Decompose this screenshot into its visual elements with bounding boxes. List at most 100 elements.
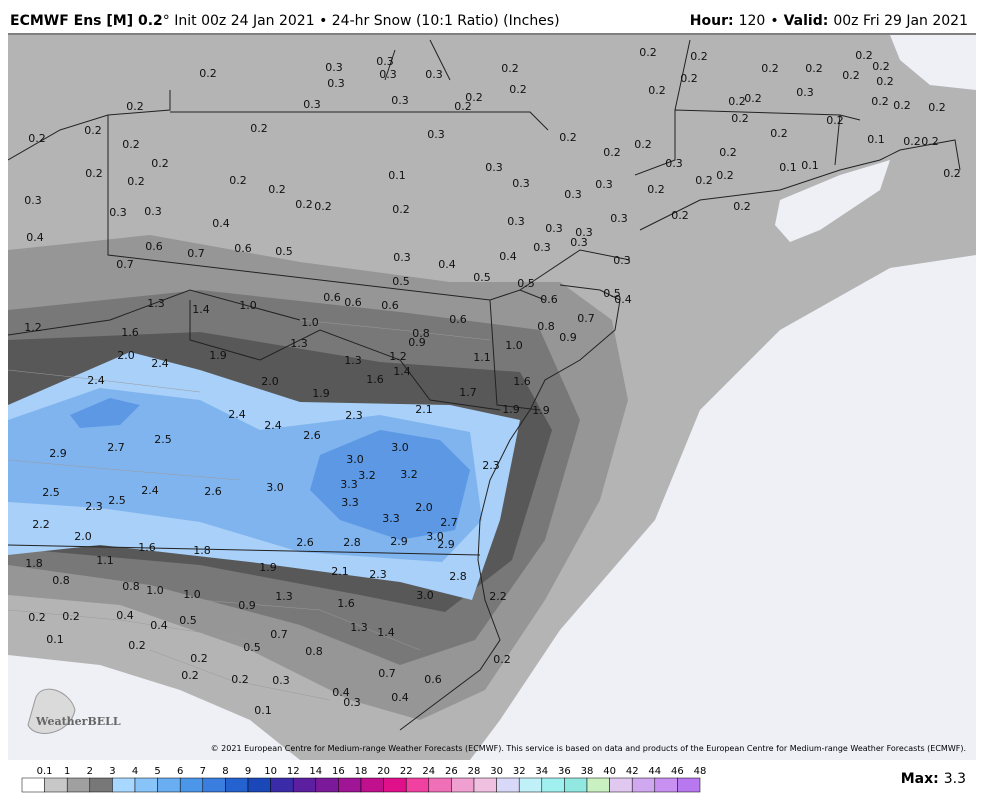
- colorbar-label: 44: [648, 766, 661, 777]
- value-label: 0.3: [379, 68, 397, 81]
- colorbar-swatch: [518, 777, 543, 793]
- hour: 120: [739, 13, 766, 29]
- colorbar-swatch: [428, 777, 452, 793]
- value-label: 3.2: [400, 468, 418, 481]
- value-label: 2.8: [449, 570, 467, 583]
- colorbar-swatch: [112, 777, 136, 793]
- value-label: 3.0: [346, 453, 364, 466]
- value-label: 0.2: [733, 200, 751, 213]
- value-label: 0.3: [303, 98, 321, 111]
- value-label: 0.2: [928, 101, 946, 114]
- value-label: 0.2: [126, 100, 144, 113]
- value-label: 0.2: [716, 169, 734, 182]
- value-label: 2.5: [108, 494, 126, 507]
- colorbar-swatch: [315, 777, 339, 793]
- colorbar-swatch: [44, 777, 68, 793]
- value-label: 1.9: [312, 387, 330, 400]
- value-label: 0.2: [151, 157, 169, 170]
- coastline: [384, 39, 961, 731]
- colorbar-swatch: [677, 777, 701, 793]
- value-label: 0.7: [270, 628, 288, 641]
- value-label: 0.2: [268, 183, 286, 196]
- value-label: 0.2: [744, 92, 762, 105]
- county-lines: [8, 319, 491, 701]
- value-label: 2.4: [228, 408, 246, 421]
- colorbar-label: 42: [626, 766, 639, 777]
- value-label: 2.3: [345, 409, 363, 422]
- value-label: 0.2: [128, 639, 146, 652]
- value-label: 0.3: [613, 254, 631, 267]
- value-label: 0.2: [761, 62, 779, 75]
- value-label: 0.1: [46, 633, 64, 646]
- value-label: 0.2: [84, 124, 102, 137]
- value-label: 2.4: [87, 374, 105, 387]
- colorbar-label: 48: [694, 766, 707, 777]
- value-label: 0.8: [52, 574, 70, 587]
- colorbar-label: 3: [109, 766, 115, 777]
- value-label: 2.5: [154, 433, 172, 446]
- value-label: 0.3: [570, 236, 588, 249]
- value-label: 0.8: [537, 320, 555, 333]
- max-label: Max:: [901, 771, 939, 787]
- value-label: 0.3: [391, 94, 409, 107]
- colorbar-label: 1: [64, 766, 70, 777]
- value-label: 1.0: [183, 588, 201, 601]
- value-label: 2.0: [261, 375, 279, 388]
- value-label: 0.2: [603, 146, 621, 159]
- value-label: 1.1: [96, 554, 114, 567]
- value-label: 0.3: [512, 177, 530, 190]
- no-snow-area: [775, 160, 890, 242]
- value-label: 0.6: [424, 673, 442, 686]
- value-label: 1.3: [147, 297, 165, 310]
- value-label: 0.2: [314, 200, 332, 213]
- state-borders: [8, 39, 861, 556]
- value-label: 2.9: [437, 538, 455, 551]
- value-label: 0.7: [577, 312, 595, 325]
- colorbar-label: 26: [445, 766, 458, 777]
- value-label: 0.4: [212, 217, 230, 230]
- value-label: 3.0: [266, 481, 284, 494]
- hour-label: Hour:: [690, 13, 734, 29]
- value-label: 0.5: [243, 641, 261, 654]
- value-label: 0.6: [344, 296, 362, 309]
- value-label: 0.9: [238, 599, 256, 612]
- value-label: 0.2: [62, 610, 80, 623]
- colorbar-label: 18: [355, 766, 368, 777]
- value-label: 2.0: [415, 501, 433, 514]
- value-label: 2.6: [204, 485, 222, 498]
- value-label: 0.2: [680, 72, 698, 85]
- colorbar-label: 24: [422, 766, 435, 777]
- value-label: 1.3: [275, 590, 293, 603]
- value-label: 1.9: [209, 349, 227, 362]
- colorbar-swatch: [21, 777, 45, 793]
- value-label: 0.3: [564, 188, 582, 201]
- value-label: 0.2: [28, 611, 46, 624]
- value-label: 1.4: [393, 365, 411, 378]
- value-label: 3.3: [341, 496, 359, 509]
- value-label: 1.8: [25, 557, 43, 570]
- value-label: 0.3: [24, 194, 42, 207]
- colorbar-label: 30: [490, 766, 503, 777]
- value-label: 0.6: [323, 291, 341, 304]
- value-label: 2.9: [49, 447, 67, 460]
- colorbar-swatch: [270, 777, 294, 793]
- value-label: 3.0: [426, 530, 444, 543]
- colorbar-swatch: [89, 777, 113, 793]
- value-label: 0.2: [85, 167, 103, 180]
- colorbar-swatch: [157, 777, 181, 793]
- value-label: 0.2: [921, 135, 939, 148]
- value-label: 0.2: [855, 49, 873, 62]
- value-label: 1.6: [513, 375, 531, 388]
- copyright: © 2021 European Centre for Medium-range …: [211, 744, 966, 753]
- value-label: 0.8: [122, 580, 140, 593]
- value-label: 1.9: [532, 404, 550, 417]
- value-label: 0.2: [250, 122, 268, 135]
- value-label: 0.2: [903, 135, 921, 148]
- header-right: Hour: 120 • Valid: 00z Fri 29 Jan 2021: [690, 13, 968, 29]
- value-label: 1.0: [146, 584, 164, 597]
- value-label: 2.4: [264, 419, 282, 432]
- value-label: 0.2: [392, 203, 410, 216]
- value-label: 0.9: [408, 336, 426, 349]
- value-label: 0.3: [427, 128, 445, 141]
- value-label: 2.3: [85, 500, 103, 513]
